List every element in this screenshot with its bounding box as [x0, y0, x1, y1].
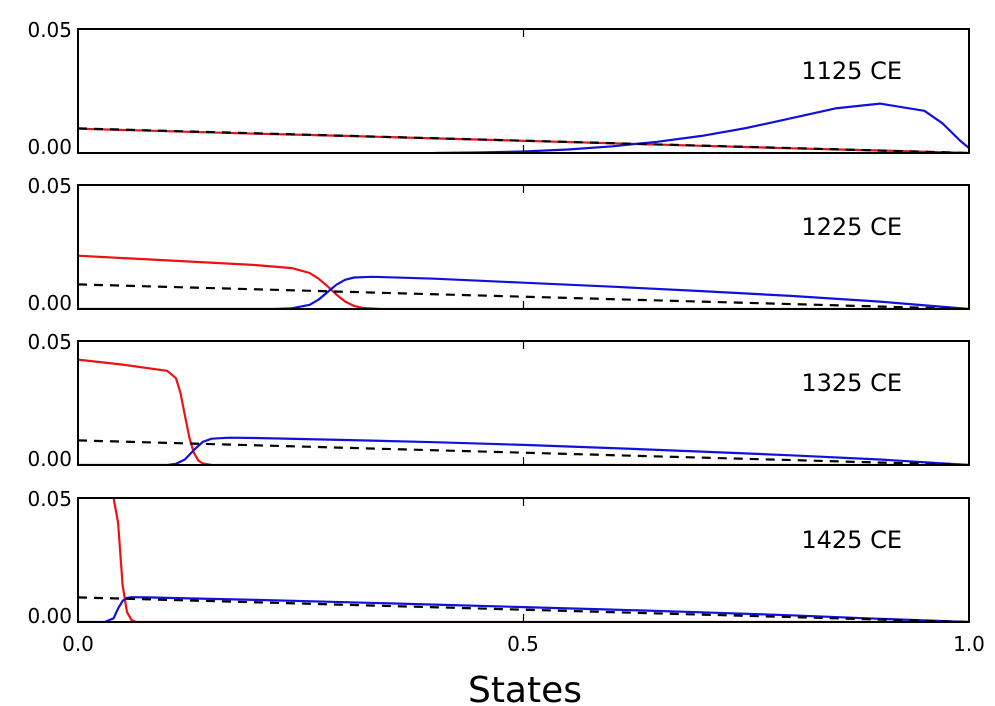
- y-tick-label-1-1: 0.05: [27, 18, 72, 42]
- x-tick-label-0: 0.0: [62, 632, 94, 656]
- panel-label-1: 1125 CE: [801, 57, 902, 85]
- dashed-line-3: [78, 439, 969, 465]
- panel-frame-1: [77, 28, 970, 154]
- y-tick-label-3-0: 0.00: [27, 447, 72, 471]
- panel-frame-2: [77, 184, 970, 310]
- dashed-line-2: [78, 283, 969, 309]
- blue-line-2: [78, 275, 969, 309]
- y-tick-label-4-0: 0.00: [27, 604, 72, 628]
- x-tick-label-1: 0.5: [507, 632, 539, 656]
- panel-4: 0.00 0.05 1425 CE: [27, 487, 970, 628]
- y-tick-label-3-1: 0.05: [27, 330, 72, 354]
- x-tick-labels: 0.0 0.5 1.0: [62, 632, 985, 656]
- blue-line-4: [78, 596, 969, 622]
- x-tick-label-2: 1.0: [953, 632, 985, 656]
- panel-1-series: [78, 102, 969, 153]
- panel-3: 0.00 0.05 1325 CE: [27, 330, 970, 471]
- panel-frame-3: [77, 340, 970, 466]
- panel-4-series: [78, 498, 969, 622]
- y-tick-label-2-0: 0.00: [27, 291, 72, 315]
- dashed-line-4: [78, 596, 969, 622]
- panel-3-series: [78, 358, 969, 465]
- panel-1: 0.00 0.05 1125 CE: [27, 18, 970, 159]
- panel-label-4: 1425 CE: [801, 526, 902, 554]
- red-line-4: [112, 498, 969, 622]
- panel-2: 0.00 0.05 1225 CE: [27, 174, 970, 315]
- y-tick-label-4-1: 0.05: [27, 487, 72, 511]
- blue-line-3: [78, 436, 969, 465]
- panel-frame-4: [77, 497, 970, 623]
- y-tick-label-2-1: 0.05: [27, 174, 72, 198]
- panel-label-3: 1325 CE: [801, 369, 902, 397]
- x-axis-label: States: [468, 670, 582, 706]
- y-tick-label-1-0: 0.00: [27, 135, 72, 159]
- panel-label-2: 1225 CE: [801, 213, 902, 241]
- red-line-3: [78, 358, 969, 465]
- panels: 0.00 0.05 1125 CE 0.00 0.05 1225 CE 0.00 0.05 13…: [27, 18, 970, 628]
- blue-line-1: [434, 102, 969, 153]
- dashed-line-1: [78, 127, 969, 153]
